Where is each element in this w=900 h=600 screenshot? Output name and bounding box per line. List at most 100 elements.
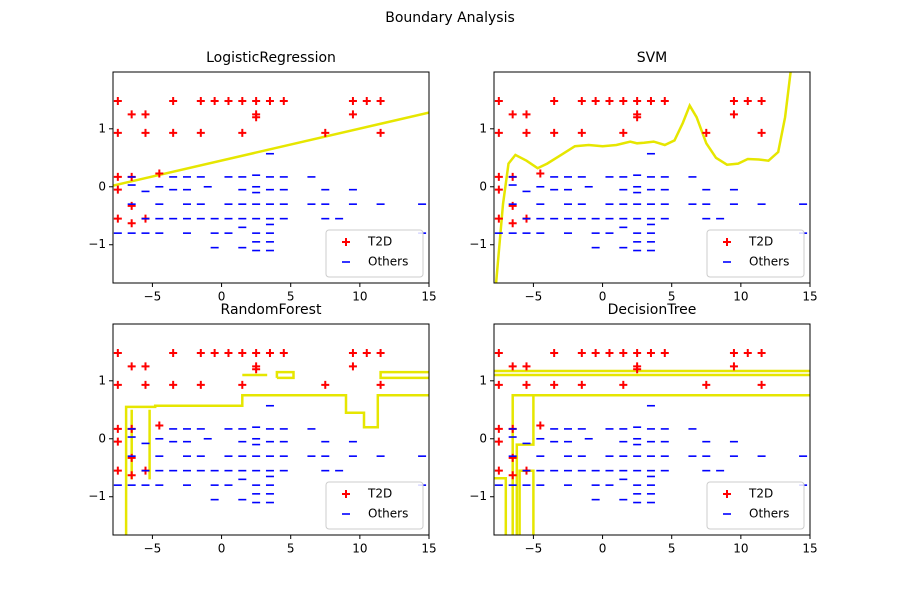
x-tick-label: 10: [352, 290, 367, 304]
legend: T2D Others: [706, 229, 805, 278]
point: [265, 96, 274, 105]
point: [646, 348, 655, 357]
point: [633, 348, 642, 357]
point: [376, 128, 385, 137]
point: [591, 96, 600, 105]
subplot: DecisionTree −5 0 5 10 15 −1 0 1 T2D Others: [469, 302, 817, 556]
subplot: RandomForest −5 0 5 10 15 −1 0 1 T2D Others: [88, 302, 436, 556]
point: [508, 219, 517, 228]
legend-label: Others: [749, 255, 789, 269]
point: [619, 128, 628, 137]
point: [376, 348, 385, 357]
point: [605, 348, 614, 357]
point: [633, 96, 642, 105]
point: [522, 362, 531, 371]
point: [155, 421, 164, 430]
point: [508, 110, 517, 119]
point: [113, 128, 122, 137]
point: [757, 128, 766, 137]
subplot-title: RandomForest: [221, 302, 322, 318]
legend-box: [706, 481, 805, 530]
y-tick-label: 1: [98, 121, 106, 135]
point: [577, 128, 586, 137]
x-tick-label: 0: [599, 290, 607, 304]
point: [376, 96, 385, 105]
point: [550, 96, 559, 105]
y-tick-label: −1: [469, 237, 487, 251]
point: [729, 110, 738, 119]
axes-frame: [493, 71, 811, 284]
x-tick-label: 5: [668, 290, 676, 304]
point: [757, 380, 766, 389]
legend-label: Others: [368, 255, 408, 269]
point: [508, 471, 517, 480]
x-tick-label: 5: [287, 542, 295, 556]
point: [702, 128, 711, 137]
decision-boundary: [124, 370, 429, 535]
point: [619, 380, 628, 389]
point: [605, 96, 614, 105]
legend-marker: [723, 490, 731, 498]
point: [196, 128, 205, 137]
point: [169, 380, 178, 389]
subplot: SVM −5 0 5 10 15 −1 0 1 T2D Others: [469, 50, 817, 304]
point: [362, 96, 371, 105]
point: [591, 348, 600, 357]
point: [494, 466, 503, 475]
y-tick-label: −1: [88, 489, 106, 503]
legend-marker: [342, 490, 350, 498]
x-tick-label: 0: [218, 290, 226, 304]
x-tick-label: 15: [802, 290, 817, 304]
point: [494, 172, 503, 181]
point: [494, 380, 503, 389]
point: [224, 96, 233, 105]
point: [127, 471, 136, 480]
point: [113, 348, 122, 357]
point: [238, 96, 247, 105]
x-tick-label: 5: [287, 290, 295, 304]
legend-marker: [723, 238, 731, 246]
point: [494, 348, 503, 357]
point: [743, 348, 752, 357]
point: [757, 348, 766, 357]
x-tick-label: 15: [421, 290, 436, 304]
point: [155, 169, 164, 178]
x-tick-label: 15: [802, 542, 817, 556]
point: [743, 96, 752, 105]
point: [348, 348, 357, 357]
point: [577, 380, 586, 389]
legend-box: [325, 229, 424, 278]
point: [210, 96, 219, 105]
point: [279, 96, 288, 105]
legend-box: [706, 229, 805, 278]
point: [113, 172, 122, 181]
legend-box: [325, 481, 424, 530]
point: [550, 128, 559, 137]
x-tick-label: 15: [421, 542, 436, 556]
point: [113, 380, 122, 389]
point: [508, 362, 517, 371]
point: [113, 185, 122, 194]
point: [522, 380, 531, 389]
subplot: LogisticRegression −5 0 5 10 15 −1 0 1 T2D Others: [88, 50, 436, 304]
point: [494, 96, 503, 105]
point: [169, 348, 178, 357]
point: [494, 437, 503, 446]
point: [362, 348, 371, 357]
point: [646, 96, 655, 105]
legend-label: T2D: [748, 235, 773, 249]
x-tick-label: 10: [352, 542, 367, 556]
point: [494, 185, 503, 194]
x-tick-label: 0: [218, 542, 226, 556]
point: [729, 362, 738, 371]
legend-label: T2D: [748, 487, 773, 501]
point: [141, 380, 150, 389]
axes-frame: [493, 323, 811, 536]
point: [729, 348, 738, 357]
y-tick-label: 0: [98, 179, 106, 193]
point: [577, 348, 586, 357]
subplot-title: DecisionTree: [608, 302, 697, 318]
x-tick-label: 10: [733, 542, 748, 556]
point: [633, 110, 642, 119]
